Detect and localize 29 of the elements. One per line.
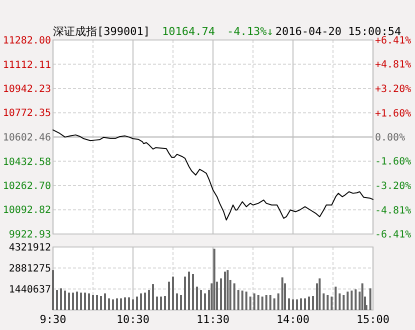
y2-tick-label: -1.60% bbox=[375, 156, 412, 168]
y2-tick-label: +4.81% bbox=[375, 60, 412, 71]
x-tick-label: 11:30 bbox=[196, 313, 230, 326]
text: -4.13%↓ bbox=[226, 25, 274, 38]
y2-tick-label: -4.81% bbox=[375, 205, 412, 216]
x-tick-label: 9:30 bbox=[40, 313, 66, 326]
y-tick-label: 9922.93 bbox=[8, 230, 51, 240]
y2-tick-label: +6.41% bbox=[375, 36, 412, 46]
y-tick-label: 4321912 bbox=[8, 242, 51, 254]
text: 10164.74 bbox=[162, 25, 216, 38]
y-tick-label: 10092.82 bbox=[2, 205, 51, 216]
y-tick-label: 2881275 bbox=[8, 264, 51, 274]
y2-tick-label: -3.20% bbox=[375, 180, 412, 192]
chart-title: 深证成指[399001] bbox=[53, 25, 150, 38]
y-tick-label: 10602.46 bbox=[2, 132, 51, 144]
y-tick-label: 10262.70 bbox=[2, 181, 51, 192]
y-tick-label: 1440637 bbox=[8, 284, 51, 296]
y-tick-label: 10772.35 bbox=[2, 108, 51, 120]
y2-tick-label: +1.60% bbox=[375, 108, 412, 120]
x-tick-label: 15:00 bbox=[356, 313, 390, 326]
y-tick-label: 10942.23 bbox=[2, 84, 51, 95]
y2-tick-label: 0.00% bbox=[375, 132, 406, 144]
y-tick-label: 10432.58 bbox=[2, 156, 51, 168]
y-tick-label: 11112.11 bbox=[2, 60, 51, 71]
y2-tick-label: -6.41% bbox=[375, 230, 412, 240]
y-tick-label: 11282.00 bbox=[2, 36, 51, 46]
x-tick-label: 10:30 bbox=[116, 313, 150, 326]
x-tick-label: 14:00 bbox=[276, 313, 310, 326]
y2-tick-label: +3.20% bbox=[375, 84, 412, 96]
